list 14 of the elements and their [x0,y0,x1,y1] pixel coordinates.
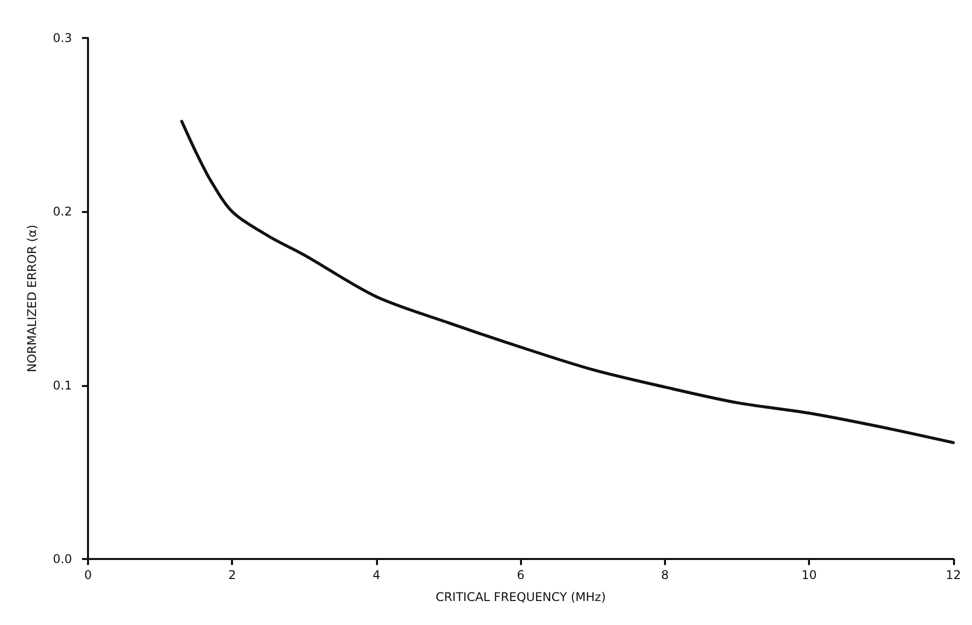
x-tick-label: 0 [84,568,92,582]
x-tick-label: 12 [946,568,962,582]
y-axis-title: NORMALIZED ERROR (α) [25,224,39,372]
x-tick-label: 8 [661,568,669,582]
x-tick-label: 2 [228,568,236,582]
y-tick-label: 0.2 [52,204,72,219]
x-tick-label: 4 [372,568,380,582]
y-tick-label: 0.3 [52,31,72,45]
x-axis-title: CRITICAL FREQUENCY (MHz) [436,590,606,604]
x-tick-label: 10 [801,568,817,582]
x-tick-label: 6 [516,568,525,582]
y-tick-label: 0.1 [52,378,72,392]
line-series [180,120,955,444]
y-tick-label: 0.0 [52,552,72,566]
